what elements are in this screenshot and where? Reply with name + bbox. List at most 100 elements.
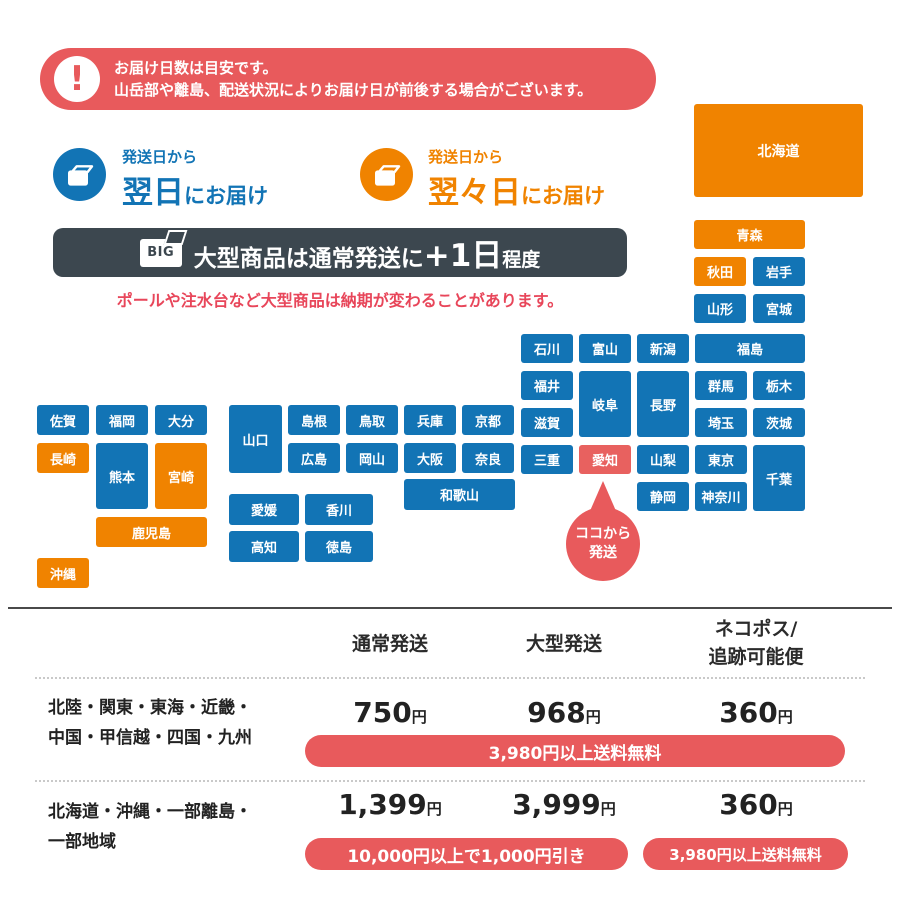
prefecture-box: 福島 [695,334,805,363]
prefecture-box: 秋田 [694,257,746,286]
prefecture-box: 香川 [305,494,373,525]
prefecture-box: 長崎 [37,443,89,473]
prefecture-box: 滋賀 [521,408,573,437]
delivery-prefix: 発送日から [428,148,504,166]
big-item-banner: BIG 大型商品は通常発送に+1日程度 [53,228,627,277]
prefecture-box: 石川 [521,334,573,363]
delivery-suffix: にお届け [521,184,605,208]
delivery-emphasis: 翌日 [122,175,184,211]
prefecture-box: 佐賀 [37,405,89,435]
price-unit: 円 [600,800,616,818]
price-value: 1,399 [338,788,427,821]
price-normal: 1,399円 [305,788,475,821]
price-unit: 円 [777,708,793,726]
prefecture-box: 鳥取 [346,405,398,435]
price-value: 3,999 [512,788,601,821]
bubble-line2: 発送 [589,545,617,561]
origin-bubble: ココから 発送 [566,481,640,581]
prefecture-box: 大分 [155,405,207,435]
region-line2: 一部地域 [48,832,116,852]
prefecture-box: 兵庫 [404,405,456,435]
price-value: 360 [719,696,778,729]
prefecture-box: 沖縄 [37,558,89,588]
prefecture-box: 宮城 [753,294,805,323]
prefecture-box: 富山 [579,334,631,363]
prefecture-box: 新潟 [637,334,689,363]
price-nekopos: 360円 [671,788,841,821]
big-banner-post: 程度 [502,249,541,271]
prefecture-box: 宮崎 [155,443,207,509]
region-line1: 北陸・関東・東海・近畿・ [48,698,252,718]
price-large: 968円 [479,696,649,729]
prefecture-box: 徳島 [305,531,373,562]
prefecture-box: 群馬 [695,371,747,400]
delivery-badge-two-days [360,148,413,201]
prefecture-box: 和歌山 [404,479,515,510]
prefecture-box: 東京 [695,445,747,474]
prefecture-box: 福井 [521,371,573,400]
large-item-note: ポールや注水台など大型商品は納期が変わることがあります。 [116,291,564,310]
price-value: 360 [719,788,778,821]
price-normal: 750円 [305,696,475,729]
prefecture-box: 奈良 [462,443,514,473]
notice-text: お届け日数は目安です。 山岳部や離島、配送状況によりお届け日が前後する場合がござ… [114,57,592,101]
promo-pill-free-shipping: 3,980円以上送料無料 [643,838,848,870]
region-line1: 北海道・沖縄・一部離島・ [48,802,252,822]
column-header-nekopos-line2: 追跡可能便 [708,646,804,668]
delivery-suffix: にお届け [184,184,268,208]
prefecture-box: 愛知 [579,445,631,474]
notice-banner: ! お届け日数は目安です。 山岳部や離島、配送状況によりお届け日が前後する場合が… [40,48,656,110]
delivery-badge-next-day [53,148,106,201]
package-icon [53,148,106,201]
prefecture-box: 京都 [462,405,514,435]
bubble-line1: ココから [575,526,631,542]
price-unit: 円 [411,708,427,726]
price-nekopos: 360円 [671,696,841,729]
prefecture-box: 茨城 [753,408,805,437]
region-line2: 中国・甲信越・四国・九州 [48,728,252,748]
prefecture-box: 山形 [694,294,746,323]
delivery-emphasis: 翌々日 [428,175,521,211]
prefecture-box: 広島 [288,443,340,473]
big-banner-text: 大型商品は通常発送に [193,246,424,272]
prefecture-box: 山梨 [637,445,689,474]
prefecture-box: 山口 [229,405,282,473]
big-banner-plus: +1日 [423,238,503,274]
price-unit: 円 [777,800,793,818]
prefecture-box: 岩手 [753,257,805,286]
prefecture-box: 福岡 [96,405,148,435]
big-box-icon: BIG [139,238,182,267]
delivery-text-two-days: 発送日から 翌々日にお届け [428,146,605,212]
promo-pill-free-shipping: 3,980円以上送料無料 [305,735,845,767]
prefecture-box: 栃木 [753,371,805,400]
prefecture-box: 三重 [521,445,573,474]
prefecture-box: 埼玉 [695,408,747,437]
prefecture-box: 北海道 [694,104,863,197]
column-header-nekopos-line1: ネコポス/ [714,618,798,640]
prefecture-box: 熊本 [96,443,148,509]
region-label-mainland: 北陸・関東・東海・近畿・ 中国・甲信越・四国・九州 [48,693,252,753]
notice-line2: 山岳部や離島、配送状況によりお届け日が前後する場合がございます。 [114,81,593,99]
price-large: 3,999円 [479,788,649,821]
prefecture-box: 静岡 [637,482,689,511]
price-value: 750 [353,696,412,729]
column-header-normal: 通常発送 [351,633,428,655]
alert-icon: ! [54,56,100,102]
prefecture-box: 高知 [229,531,299,562]
notice-line1: お届け日数は目安です。 [114,59,278,77]
prefecture-box: 長野 [637,371,689,437]
column-header-large: 大型発送 [525,633,602,655]
promo-pill-discount: 10,000円以上で1,000円引き [305,838,628,870]
prefecture-box: 岡山 [346,443,398,473]
prefecture-box: 青森 [694,220,805,249]
prefecture-box: 岐阜 [579,371,631,437]
price-unit: 円 [426,800,442,818]
row-divider-dotted [35,677,865,679]
prefecture-box: 千葉 [753,445,805,511]
price-unit: 円 [585,708,601,726]
prefecture-box: 愛媛 [229,494,299,525]
package-icon [360,148,413,201]
prefecture-box: 島根 [288,405,340,435]
